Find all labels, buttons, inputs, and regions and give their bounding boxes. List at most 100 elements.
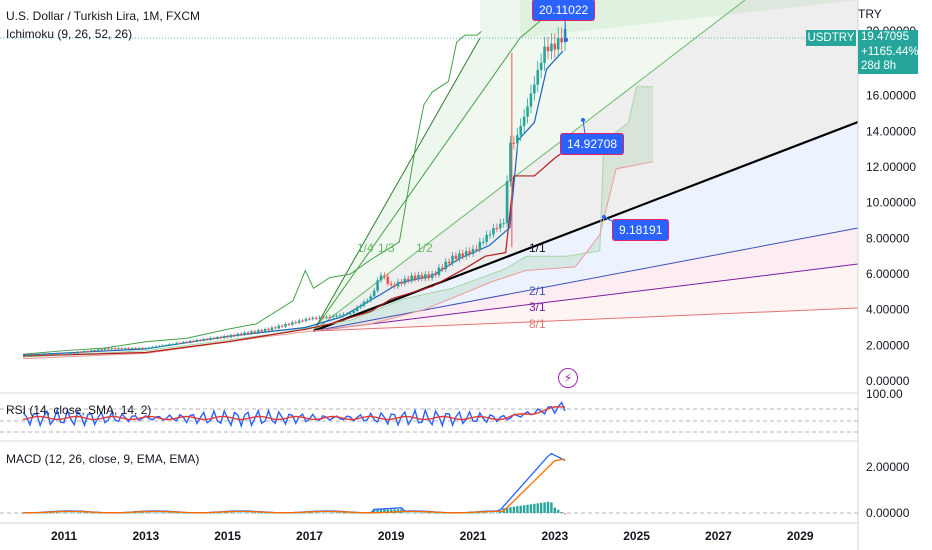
macd-histogram-bar xyxy=(529,504,533,513)
candle-body xyxy=(256,330,260,333)
candle-body xyxy=(345,314,349,316)
macd-histogram-bar xyxy=(424,512,427,514)
macd-histogram-bar xyxy=(482,512,485,514)
candle-body xyxy=(495,228,499,230)
callout-low[interactable]: 9.18191 xyxy=(612,219,670,241)
macd-histogram-bar xyxy=(96,512,100,514)
candle-body xyxy=(83,351,86,353)
macd-histogram-bar xyxy=(83,512,86,514)
fan-labels: 1/4 1/3 1/2 1/1 2/1 3/1 8/1 xyxy=(357,241,546,331)
macd-pane[interactable]: 0.00000 2.00000 xyxy=(0,452,910,521)
fan-label: 1/4 xyxy=(357,241,374,255)
candle-body xyxy=(103,348,107,350)
macd-histogram-bar xyxy=(383,509,386,513)
callout-top[interactable]: 20.11022 xyxy=(532,0,596,21)
time-tick-label: 2029 xyxy=(787,529,814,543)
candle-body xyxy=(175,343,178,345)
macd-histogram-bar xyxy=(434,512,437,514)
candle-body xyxy=(441,267,444,270)
macd-histogram-bar xyxy=(512,506,516,513)
macd-histogram-bar xyxy=(332,512,335,514)
macd-histogram-bar xyxy=(390,509,393,513)
macd-histogram-bar xyxy=(301,512,304,514)
candle-body xyxy=(311,317,315,320)
macd-histogram-bar xyxy=(533,503,536,513)
candle-body xyxy=(45,354,49,356)
candle-body xyxy=(553,43,557,50)
candle-body xyxy=(516,135,519,144)
candle-body xyxy=(243,332,246,335)
macd-legend[interactable]: MACD (12, 26, close, 9, EMA, EMA) xyxy=(6,452,200,466)
macd-histogram-bar xyxy=(417,512,420,514)
candle-body xyxy=(113,348,117,350)
macd-histogram-bar xyxy=(420,512,424,514)
fan-label: 1/2 xyxy=(416,241,433,255)
macd-histogram-bar xyxy=(185,512,188,514)
candle-body xyxy=(291,322,294,325)
fan-zone xyxy=(313,0,858,332)
lightning-icon[interactable]: ⚡ xyxy=(558,368,578,388)
candle-body xyxy=(205,338,209,340)
ichimoku-legend[interactable]: Ichimoku (9, 26, 52, 26) xyxy=(6,27,133,41)
time-axis[interactable]: 2011 2013 2015 2017 2019 2021 2023 2025 2027 2029 xyxy=(51,529,814,543)
candle-body xyxy=(28,354,32,356)
macd-histogram-bar xyxy=(158,512,161,514)
candle-body xyxy=(556,37,560,50)
macd-histogram-bar xyxy=(270,512,274,514)
candle-body xyxy=(512,142,516,144)
candle-body xyxy=(444,261,448,270)
candle-body xyxy=(280,325,284,327)
macd-histogram-bar xyxy=(352,512,355,514)
candle-body xyxy=(168,344,171,346)
candle-body xyxy=(212,337,216,339)
macd-histogram-bar xyxy=(311,512,315,514)
macd-histogram-bar xyxy=(182,512,185,514)
macd-histogram-bar xyxy=(148,512,151,514)
macd-histogram-bar xyxy=(66,512,69,514)
macd-histogram-bar xyxy=(168,512,171,514)
symbol-badge[interactable]: USDTRY xyxy=(806,30,856,46)
candle-body xyxy=(427,274,430,279)
macd-histogram-bar xyxy=(127,512,130,514)
rsi-legend[interactable]: RSI (14, close, SMA, 14, 2) xyxy=(6,403,152,417)
time-tick-label: 2027 xyxy=(705,529,732,543)
macd-histogram-bar xyxy=(141,512,144,514)
kijun-sen xyxy=(23,148,568,357)
candle-body xyxy=(76,351,79,354)
time-tick-label: 2023 xyxy=(541,529,568,543)
candle-body xyxy=(79,351,83,353)
candle-body xyxy=(229,334,233,338)
macd-histogram-bar xyxy=(59,512,62,514)
fan-line-8-1 xyxy=(313,307,859,332)
macd-histogram-bar xyxy=(294,512,297,514)
ichimoku-lines xyxy=(23,31,654,360)
macd-histogram-bar xyxy=(338,512,342,514)
candle-body xyxy=(522,116,526,127)
macd-histogram-bar xyxy=(393,509,396,513)
price-badge[interactable]: 19.47095 +1165.44% 28d 8h xyxy=(858,30,919,74)
candle-body xyxy=(38,354,42,356)
candle-body xyxy=(369,296,373,301)
macd-histogram-bar xyxy=(468,512,471,514)
macd-histogram-bar xyxy=(437,512,441,514)
candle-body xyxy=(376,280,379,291)
macd-histogram-bar xyxy=(546,501,550,513)
candle-body xyxy=(52,354,56,356)
macd-histogram-bar xyxy=(144,512,147,514)
fan-zone xyxy=(313,0,858,332)
time-tick-label: 2013 xyxy=(132,529,159,543)
price-axis[interactable]: 0.00000 2.00000 4.00000 6.00000 8.00000 10.00… xyxy=(866,24,916,388)
candle-body xyxy=(222,336,226,339)
price-tick-label: 8.00000 xyxy=(866,231,910,245)
price-tick-label: 12.00000 xyxy=(866,160,916,174)
macd-histogram-bar xyxy=(253,512,257,514)
rsi-pane[interactable]: 100.00 xyxy=(0,387,903,433)
macd-histogram-bar xyxy=(257,512,260,514)
macd-histogram-bar xyxy=(505,507,509,513)
candle-body xyxy=(158,346,161,348)
macd-tick-label: 2.00000 xyxy=(866,460,910,474)
candle-body xyxy=(430,273,434,279)
macd-histogram-bar xyxy=(342,512,345,514)
callout-mid[interactable]: 14.92708 xyxy=(560,133,625,155)
